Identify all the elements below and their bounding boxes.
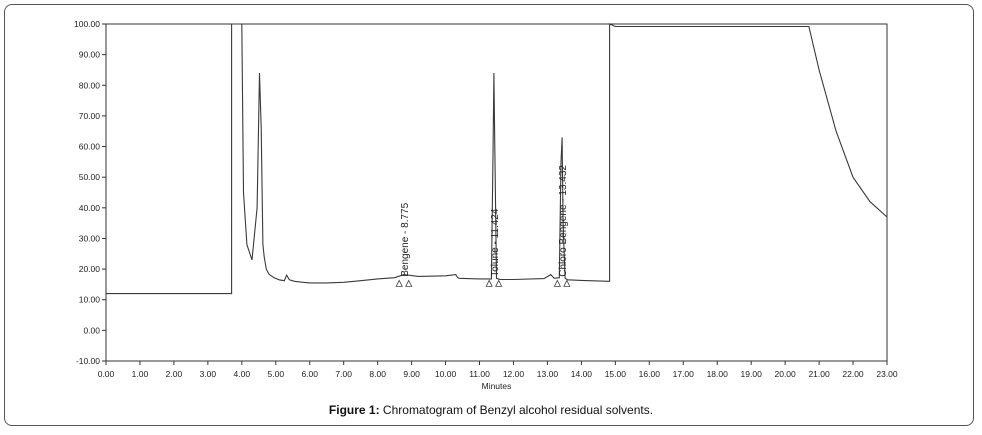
caption-text: Chromatogram of Benzyl alcohol residual … bbox=[379, 403, 654, 417]
x-tick-label: 4.00 bbox=[234, 369, 251, 379]
x-tick-label: 11.00 bbox=[469, 369, 490, 379]
x-tick-label: 16.00 bbox=[639, 369, 661, 379]
x-tick-label: 1.00 bbox=[132, 369, 149, 379]
y-tick-label: 40.00 bbox=[79, 203, 101, 213]
peak-markers bbox=[395, 279, 571, 287]
x-tick-label: 10.00 bbox=[435, 369, 457, 379]
figure-frame bbox=[4, 4, 974, 426]
y-axis: -10.00 0.00 10.00 20.00 30.00 40.00 50.00 60.00… bbox=[74, 19, 106, 366]
x-tick-label: 23.00 bbox=[876, 369, 898, 379]
y-tick-label: 20.00 bbox=[79, 264, 101, 274]
y-tick-label: 60.00 bbox=[79, 142, 101, 152]
y-tick-label: 100.00 bbox=[74, 19, 100, 29]
peak-marker-triangle bbox=[405, 279, 413, 287]
peak-marker-triangle bbox=[395, 279, 403, 287]
y-tick-label: 0.00 bbox=[83, 325, 100, 335]
x-tick-label: 18.00 bbox=[707, 369, 729, 379]
x-tick-label: 15.00 bbox=[605, 369, 627, 379]
x-tick-label: 7.00 bbox=[335, 369, 352, 379]
x-tick-label: 3.00 bbox=[200, 369, 217, 379]
y-tick-label: 70.00 bbox=[79, 111, 101, 121]
x-axis: 0.00 1.00 2.00 3.00 4.00 5.00 6.00 7.00 8.00 9.00… bbox=[98, 361, 898, 379]
y-tick-label: -10.00 bbox=[76, 356, 100, 366]
chromatogram-chart: -10.00 0.00 10.00 20.00 30.00 40.00 50.00 60.00… bbox=[74, 19, 898, 391]
figure-caption: Figure 1: Chromatogram of Benzyl alcohol… bbox=[0, 403, 982, 417]
x-tick-label: 9.00 bbox=[403, 369, 420, 379]
x-tick-label: 17.00 bbox=[673, 369, 695, 379]
x-tick-label: 14.00 bbox=[571, 369, 593, 379]
peak-label: Tolune - 11.424 bbox=[490, 208, 501, 277]
peak-marker-triangle bbox=[485, 279, 493, 287]
y-tick-label: 30.00 bbox=[79, 233, 101, 243]
x-tick-label: 2.00 bbox=[166, 369, 183, 379]
peak-label: Bengene - 8.775 bbox=[400, 202, 411, 276]
x-tick-label: 21.00 bbox=[808, 369, 830, 379]
peak-marker-triangle bbox=[495, 279, 503, 287]
peak-marker-triangle bbox=[563, 279, 571, 287]
x-tick-label: 20.00 bbox=[774, 369, 796, 379]
x-tick-label: 12.00 bbox=[503, 369, 525, 379]
x-tick-label: 19.00 bbox=[741, 369, 763, 379]
x-tick-label: 6.00 bbox=[301, 369, 318, 379]
peak-marker-triangle bbox=[553, 279, 561, 287]
chromatogram-trace bbox=[106, 23, 888, 295]
x-tick-label: 5.00 bbox=[268, 369, 285, 379]
plot-area bbox=[105, 23, 888, 362]
caption-prefix: Figure 1: bbox=[328, 403, 380, 417]
peak-label: Chloro Bengene - 13.432 bbox=[558, 165, 569, 277]
y-tick-label: 10.00 bbox=[79, 295, 101, 305]
y-tick-label: 50.00 bbox=[79, 172, 101, 182]
x-tick-label: 8.00 bbox=[369, 369, 386, 379]
x-tick-label: 13.00 bbox=[537, 369, 559, 379]
x-axis-title: Minutes bbox=[482, 381, 512, 391]
y-tick-label: 90.00 bbox=[79, 50, 101, 60]
x-tick-label: 0.00 bbox=[98, 369, 115, 379]
peak-labels: Bengene - 8.775 Tolune - 11.424 Chloro Ben… bbox=[400, 165, 569, 277]
x-tick-label: 22.00 bbox=[842, 369, 864, 379]
y-tick-label: 80.00 bbox=[79, 80, 101, 90]
